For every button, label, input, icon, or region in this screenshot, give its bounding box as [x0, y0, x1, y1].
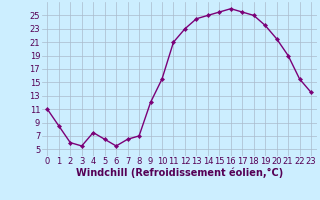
- X-axis label: Windchill (Refroidissement éolien,°C): Windchill (Refroidissement éolien,°C): [76, 168, 283, 178]
